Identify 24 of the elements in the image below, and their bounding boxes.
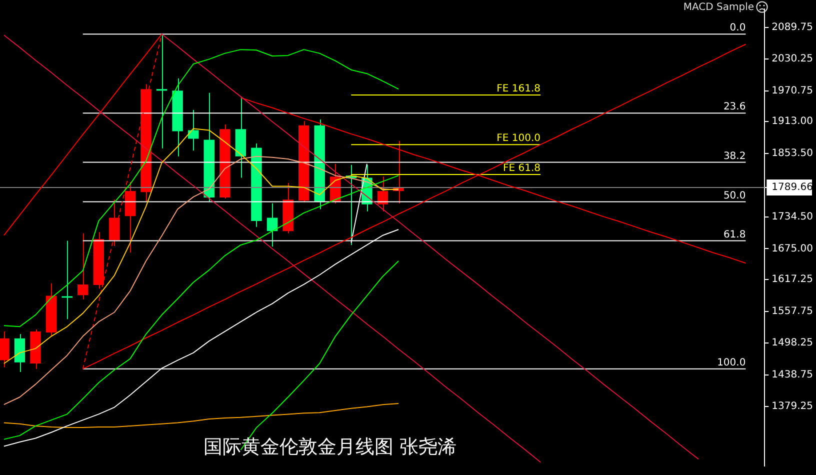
y-tick-label: 2089.75 [772, 22, 814, 33]
y-tick-label: 1734.50 [772, 212, 814, 223]
series-label: 50.0 [723, 190, 746, 202]
series-label: 61.8 [723, 229, 746, 240]
text: 国际黄金伦敦金月线图 张尧浠 [202, 435, 458, 460]
series-label: FE 100.0 [496, 133, 541, 144]
y-tick-label: 1675.00 [772, 243, 814, 254]
y-tick-label: 1853.50 [772, 148, 814, 160]
legend-label: 0.0 [730, 22, 746, 34]
legend-label: 38.2 [723, 150, 746, 162]
annotation: MACD Sample [683, 2, 754, 12]
y-tick-label: 1379.25 [772, 401, 814, 412]
series-label: FE 161.8 [496, 84, 541, 95]
y-tick-label: 1913.00 [772, 116, 814, 128]
y-tick-label: 1557.75 [772, 306, 814, 317]
y-tick-label: 1617.25 [772, 274, 814, 286]
series-label: FE 61.8 [503, 163, 541, 174]
series-label: 100.0 [717, 357, 746, 368]
y-tick-label: 1970.75 [772, 85, 814, 96]
y-tick-label: 1498.25 [772, 338, 814, 349]
y-tick-label: 2030.25 [772, 54, 814, 65]
y-tick-label: 1438.75 [772, 369, 814, 380]
series-label: 23.6 [723, 102, 746, 113]
y-tick-label: 1789.66 [772, 182, 814, 194]
